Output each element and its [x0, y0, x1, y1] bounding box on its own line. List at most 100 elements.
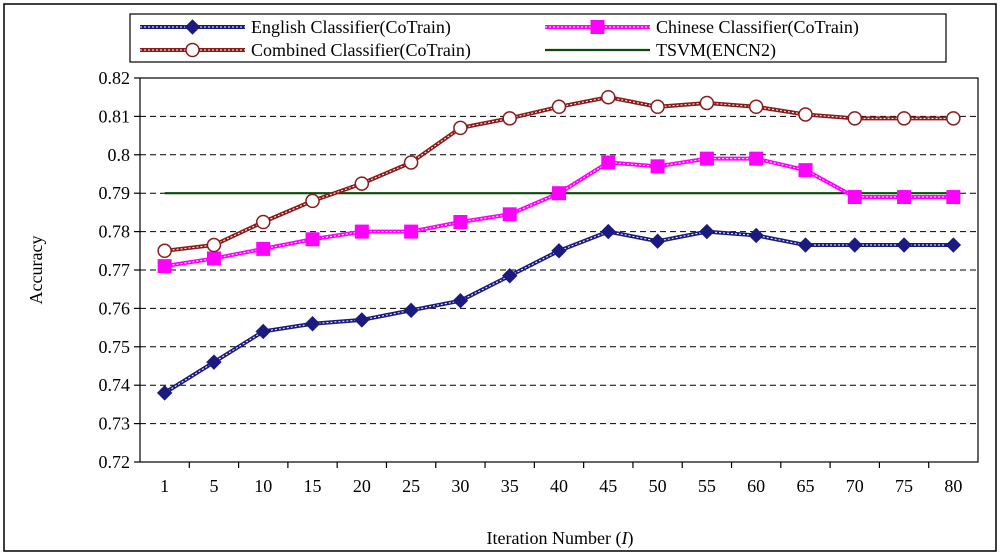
- y-tick-label: 0.77: [99, 260, 131, 280]
- y-tick-label: 0.79: [99, 183, 131, 203]
- data-point: [797, 237, 814, 253]
- data-point: [156, 385, 173, 401]
- x-tick-label: 50: [649, 476, 667, 496]
- data-point: [748, 227, 764, 244]
- legend-label: English Classifier(CoTrain): [251, 17, 451, 38]
- data-point: [847, 190, 862, 205]
- legend-label: Chinese Classifier(CoTrain): [656, 17, 859, 38]
- data-point: [157, 259, 172, 274]
- series-square: [157, 151, 961, 274]
- x-tick-label: 20: [353, 476, 371, 496]
- data-point: [403, 155, 419, 170]
- legend-box: [129, 13, 947, 63]
- data-point: [256, 241, 271, 256]
- series-diamond: [156, 223, 962, 401]
- legend-label: TSVM(ENCN2): [656, 40, 776, 61]
- y-tick-label: 0.72: [99, 452, 131, 472]
- data-point: [453, 120, 468, 136]
- legend-entry: Combined Classifier(CoTrain): [140, 40, 471, 61]
- data-point: [206, 251, 221, 266]
- data-point: [798, 163, 813, 178]
- series-layer: [156, 89, 962, 401]
- data-point: [552, 186, 566, 201]
- data-point: [650, 99, 665, 115]
- x-tick-label: 35: [501, 476, 519, 496]
- data-point: [502, 207, 517, 222]
- x-tick-label: 10: [254, 476, 272, 496]
- data-point: [699, 95, 715, 111]
- x-tick-label: 1: [160, 476, 169, 496]
- plot-area: [139, 77, 979, 463]
- series-line-texture: [164, 231, 954, 394]
- y-tick-label: 0.8: [108, 145, 131, 165]
- x-tick-label: 75: [895, 476, 913, 496]
- data-point: [206, 237, 222, 253]
- data-point: [649, 233, 666, 249]
- data-point: [601, 89, 616, 105]
- data-point: [206, 354, 222, 370]
- data-point: [600, 223, 617, 240]
- data-point: [946, 190, 961, 205]
- data-point: [404, 224, 419, 239]
- data-point: [305, 193, 320, 209]
- x-tick-label: 15: [304, 476, 322, 496]
- data-point: [502, 111, 517, 126]
- data-point: [749, 151, 764, 166]
- data-point: [354, 224, 369, 239]
- x-tick-label: 55: [698, 476, 716, 496]
- data-point: [847, 237, 863, 253]
- data-point: [255, 323, 271, 340]
- data-point: [798, 107, 813, 122]
- data-point: [699, 223, 715, 240]
- data-point: [650, 159, 665, 174]
- x-tick-label: 60: [747, 476, 765, 496]
- legend-entry: TSVM(ENCN2): [545, 40, 776, 61]
- data-point: [255, 214, 271, 230]
- y-axis: 0.72 0.73 0.74 0.75 0.76 0.77 0.78 0.79 0.8 0.81 0…: [99, 68, 140, 472]
- legend-swatch-marker: [590, 20, 605, 34]
- y-tick-label: 0.74: [99, 375, 131, 395]
- data-point: [897, 190, 912, 205]
- x-tick-label: 45: [599, 476, 617, 496]
- data-point: [551, 243, 567, 259]
- y-tick-label: 0.76: [99, 298, 131, 318]
- x-tick-label: 40: [550, 476, 568, 496]
- x-axis-title: Iteration Number (I): [487, 528, 634, 549]
- legend-swatch-marker: [185, 42, 200, 58]
- data-point: [354, 176, 370, 191]
- data-point: [501, 268, 518, 284]
- series-line-texture: [164, 158, 954, 267]
- y-tick-label: 0.82: [99, 68, 131, 88]
- x-tick-label: 5: [209, 476, 218, 496]
- data-point: [748, 99, 764, 115]
- legend-swatch-marker: [184, 19, 201, 35]
- data-point: [946, 111, 961, 126]
- data-point: [699, 151, 714, 166]
- data-point: [601, 155, 616, 170]
- x-axis: 1 5 10 15 20 25 30 35 40 45 50 55 60 65 70 75 80: [160, 462, 962, 496]
- data-point: [157, 243, 172, 259]
- data-point: [403, 302, 419, 319]
- x-axis-title-suffix: ): [627, 528, 633, 549]
- data-point: [304, 316, 321, 332]
- data-point: [305, 232, 320, 247]
- data-point: [452, 293, 469, 309]
- legend-entry: Chinese Classifier(CoTrain): [545, 17, 859, 38]
- x-axis-title-variable: I: [620, 528, 628, 548]
- y-tick-label: 0.75: [99, 337, 131, 357]
- y-tick-label: 0.78: [99, 222, 131, 242]
- data-point: [945, 237, 962, 253]
- y-axis-title: Accuracy: [26, 236, 46, 305]
- x-tick-label: 80: [944, 476, 962, 496]
- x-axis-title-prefix: Iteration Number (: [487, 528, 622, 549]
- legend: English Classifier(CoTrain) Chinese Class…: [129, 13, 947, 63]
- data-point: [354, 312, 370, 328]
- legend-label: Combined Classifier(CoTrain): [251, 40, 471, 61]
- x-tick-label: 30: [451, 476, 469, 496]
- data-point: [896, 111, 912, 126]
- x-tick-label: 25: [402, 476, 420, 496]
- x-tick-label: 65: [796, 476, 814, 496]
- series-circle: [157, 89, 961, 259]
- data-point: [453, 215, 468, 229]
- x-tick-label: 70: [846, 476, 864, 496]
